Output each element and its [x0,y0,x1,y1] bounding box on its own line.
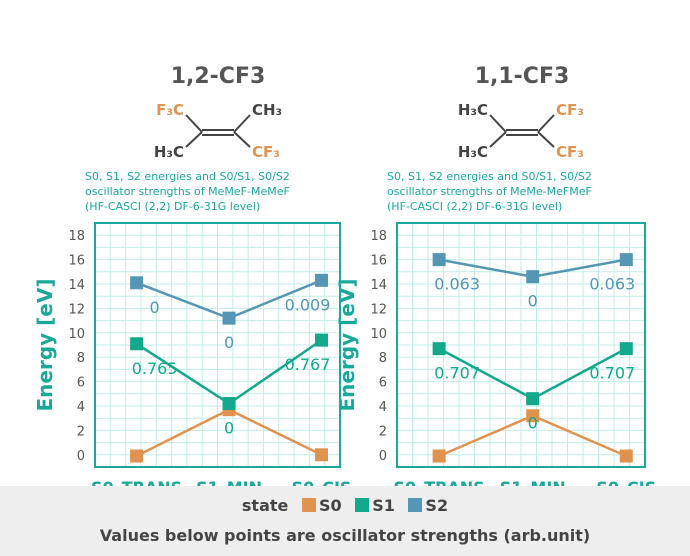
data-point-s2 [619,253,633,267]
plot-frame [94,222,341,468]
bond-bottom-right [537,131,555,148]
y-tick-label: 0 [379,449,387,464]
y-tick-label: 10 [370,327,387,342]
y-tick-label: 18 [370,229,387,244]
oscillator-strength-label-s2: 0.009 [285,295,331,314]
legend-item-s1: S1 [355,496,395,515]
legend-swatch-s0 [301,498,316,512]
chart-subtitle-line-2: oscillator strengths of MeMe-MeFMeF [387,185,592,198]
y-tick-label: 16 [68,254,85,269]
data-point-s0 [619,449,633,463]
legend-swatch-s2 [408,498,423,512]
y-tick-label: 2 [379,424,387,439]
y-tick-label: 4 [77,400,85,415]
y-tick-label: 12 [370,302,387,317]
substituent-bottom-right: CF₃ [252,143,280,161]
data-point-s0 [130,449,144,463]
footnote: Values below points are oscillator stren… [99,526,591,545]
y-tick-label: 8 [379,351,387,366]
data-point-s2 [432,253,446,267]
legend-item-s2: S2 [408,496,448,515]
bond-top-right [537,114,555,133]
y-tick-label: 18 [68,229,85,244]
legend-label-s2: S2 [425,496,449,515]
y-tick-label: 6 [379,376,387,391]
legend-area: state S0 S1 S2 Values below points are o… [0,486,690,556]
data-point-s0 [526,409,540,423]
oscillator-strength-label-s1: 0 [528,414,538,433]
legend: state S0 S1 S2 [0,496,690,515]
substituent-top-right: CH₃ [252,101,282,119]
data-point-s2 [222,311,236,325]
bond-bottom-right [233,131,251,148]
legend-title: state [241,496,289,515]
y-tick-label: 0 [77,449,85,464]
data-point-s1 [619,342,633,356]
y-tick-label: 8 [77,351,85,366]
y-tick-label: 14 [68,278,85,293]
oscillator-strength-label-s2: 0 [528,292,538,311]
data-point-s1 [526,392,540,406]
chart-panel-1: 1,2-CF3 F₃C CH₃ H₃C CF₃ S0, S1, S2 energies a… [33,64,351,497]
data-point-s1 [432,342,446,356]
y-tick-label: 6 [77,376,85,391]
oscillator-strength-label-s2: 0 [150,298,160,317]
data-point-s2 [526,270,540,284]
chart-subtitle-line-3: (HF-CASCI (2,2) DF-6-31G level) [85,200,260,213]
data-point-s1 [130,337,144,351]
oscillator-strength-label-s1: 0.765 [132,359,178,378]
chart-subtitle-line-1: S0, S1, S2 energies and S0/S1, S0/S2 [387,170,592,183]
chart-subtitle-line-1: S0, S1, S2 energies and S0/S1, S0/S2 [85,170,290,183]
oscillator-strength-label-s2: 0.063 [434,275,480,294]
data-point-s0 [432,449,446,463]
legend-label-s1: S1 [372,496,395,515]
oscillator-strength-label-s2: 0.063 [589,275,635,294]
chart-title: 1,2-CF3 [171,64,266,89]
chart-title: 1,1-CF3 [475,64,570,89]
y-tick-label: 2 [77,424,85,439]
oscillator-strength-label-s1: 0.767 [285,355,331,374]
oscillator-strength-label-s2: 0 [224,333,234,352]
chart-subtitle-line-2: oscillator strengths of MeMeF-MeMeF [85,185,290,198]
bond-top-right [233,114,251,133]
y-tick-label: 4 [379,400,387,415]
legend-swatch-s1 [355,498,370,512]
bond-bottom-left [489,131,507,148]
y-tick-label: 10 [68,327,85,342]
oscillator-strength-label-s1: 0.707 [434,364,480,383]
chart-panel-2: 1,1-CF3 H₃C CF₃ H₃C CF₃ S0, S1, S2 energies a… [335,64,656,497]
substituent-top-right: CF₃ [556,101,584,119]
bond-top-left [489,114,507,133]
y-axis-label: Energy [eV] [335,279,359,412]
y-tick-label: 14 [370,278,387,293]
chart-subtitle-line-3: (HF-CASCI (2,2) DF-6-31G level) [387,200,562,213]
y-tick-label: 16 [370,254,387,269]
legend-item-s0: S0 [301,496,342,515]
legend-label-s0: S0 [318,496,342,515]
data-point-s2 [315,273,329,287]
data-point-s1 [315,333,329,347]
bond-top-left [185,114,203,133]
data-point-s1 [222,397,236,411]
data-point-s0 [315,448,329,462]
substituent-bottom-left: H₃C [154,143,184,161]
substituent-top-left: H₃C [458,101,488,119]
oscillator-strength-label-s1: 0.707 [589,364,635,383]
molecule-diagram: H₃C CF₃ H₃C CF₃ [458,101,584,161]
y-tick-label: 12 [68,302,85,317]
bond-bottom-left [185,131,203,148]
substituent-bottom-right: CF₃ [556,143,584,161]
oscillator-strength-label-s1: 0 [224,419,234,438]
substituent-bottom-left: H₃C [458,143,488,161]
y-axis-label: Energy [eV] [33,279,57,412]
substituent-top-left: F₃C [156,101,184,119]
molecule-diagram: F₃C CH₃ H₃C CF₃ [154,101,282,161]
data-point-s2 [130,276,144,290]
plot-frame [396,222,646,468]
